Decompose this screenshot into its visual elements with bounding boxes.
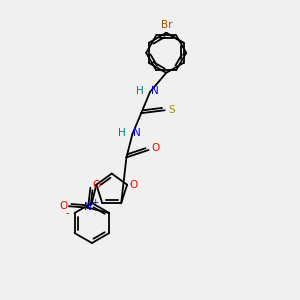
Text: O: O bbox=[151, 142, 159, 153]
Text: O: O bbox=[59, 201, 67, 211]
Text: -: - bbox=[66, 208, 70, 218]
Text: H: H bbox=[136, 85, 143, 95]
Text: H: H bbox=[118, 128, 126, 138]
Text: Br: Br bbox=[161, 20, 172, 30]
Text: O: O bbox=[92, 180, 100, 190]
Text: N: N bbox=[151, 85, 158, 95]
Text: N: N bbox=[84, 202, 92, 212]
Text: +: + bbox=[91, 198, 98, 207]
Text: N: N bbox=[133, 128, 141, 138]
Text: S: S bbox=[168, 105, 175, 115]
Text: O: O bbox=[130, 180, 138, 190]
